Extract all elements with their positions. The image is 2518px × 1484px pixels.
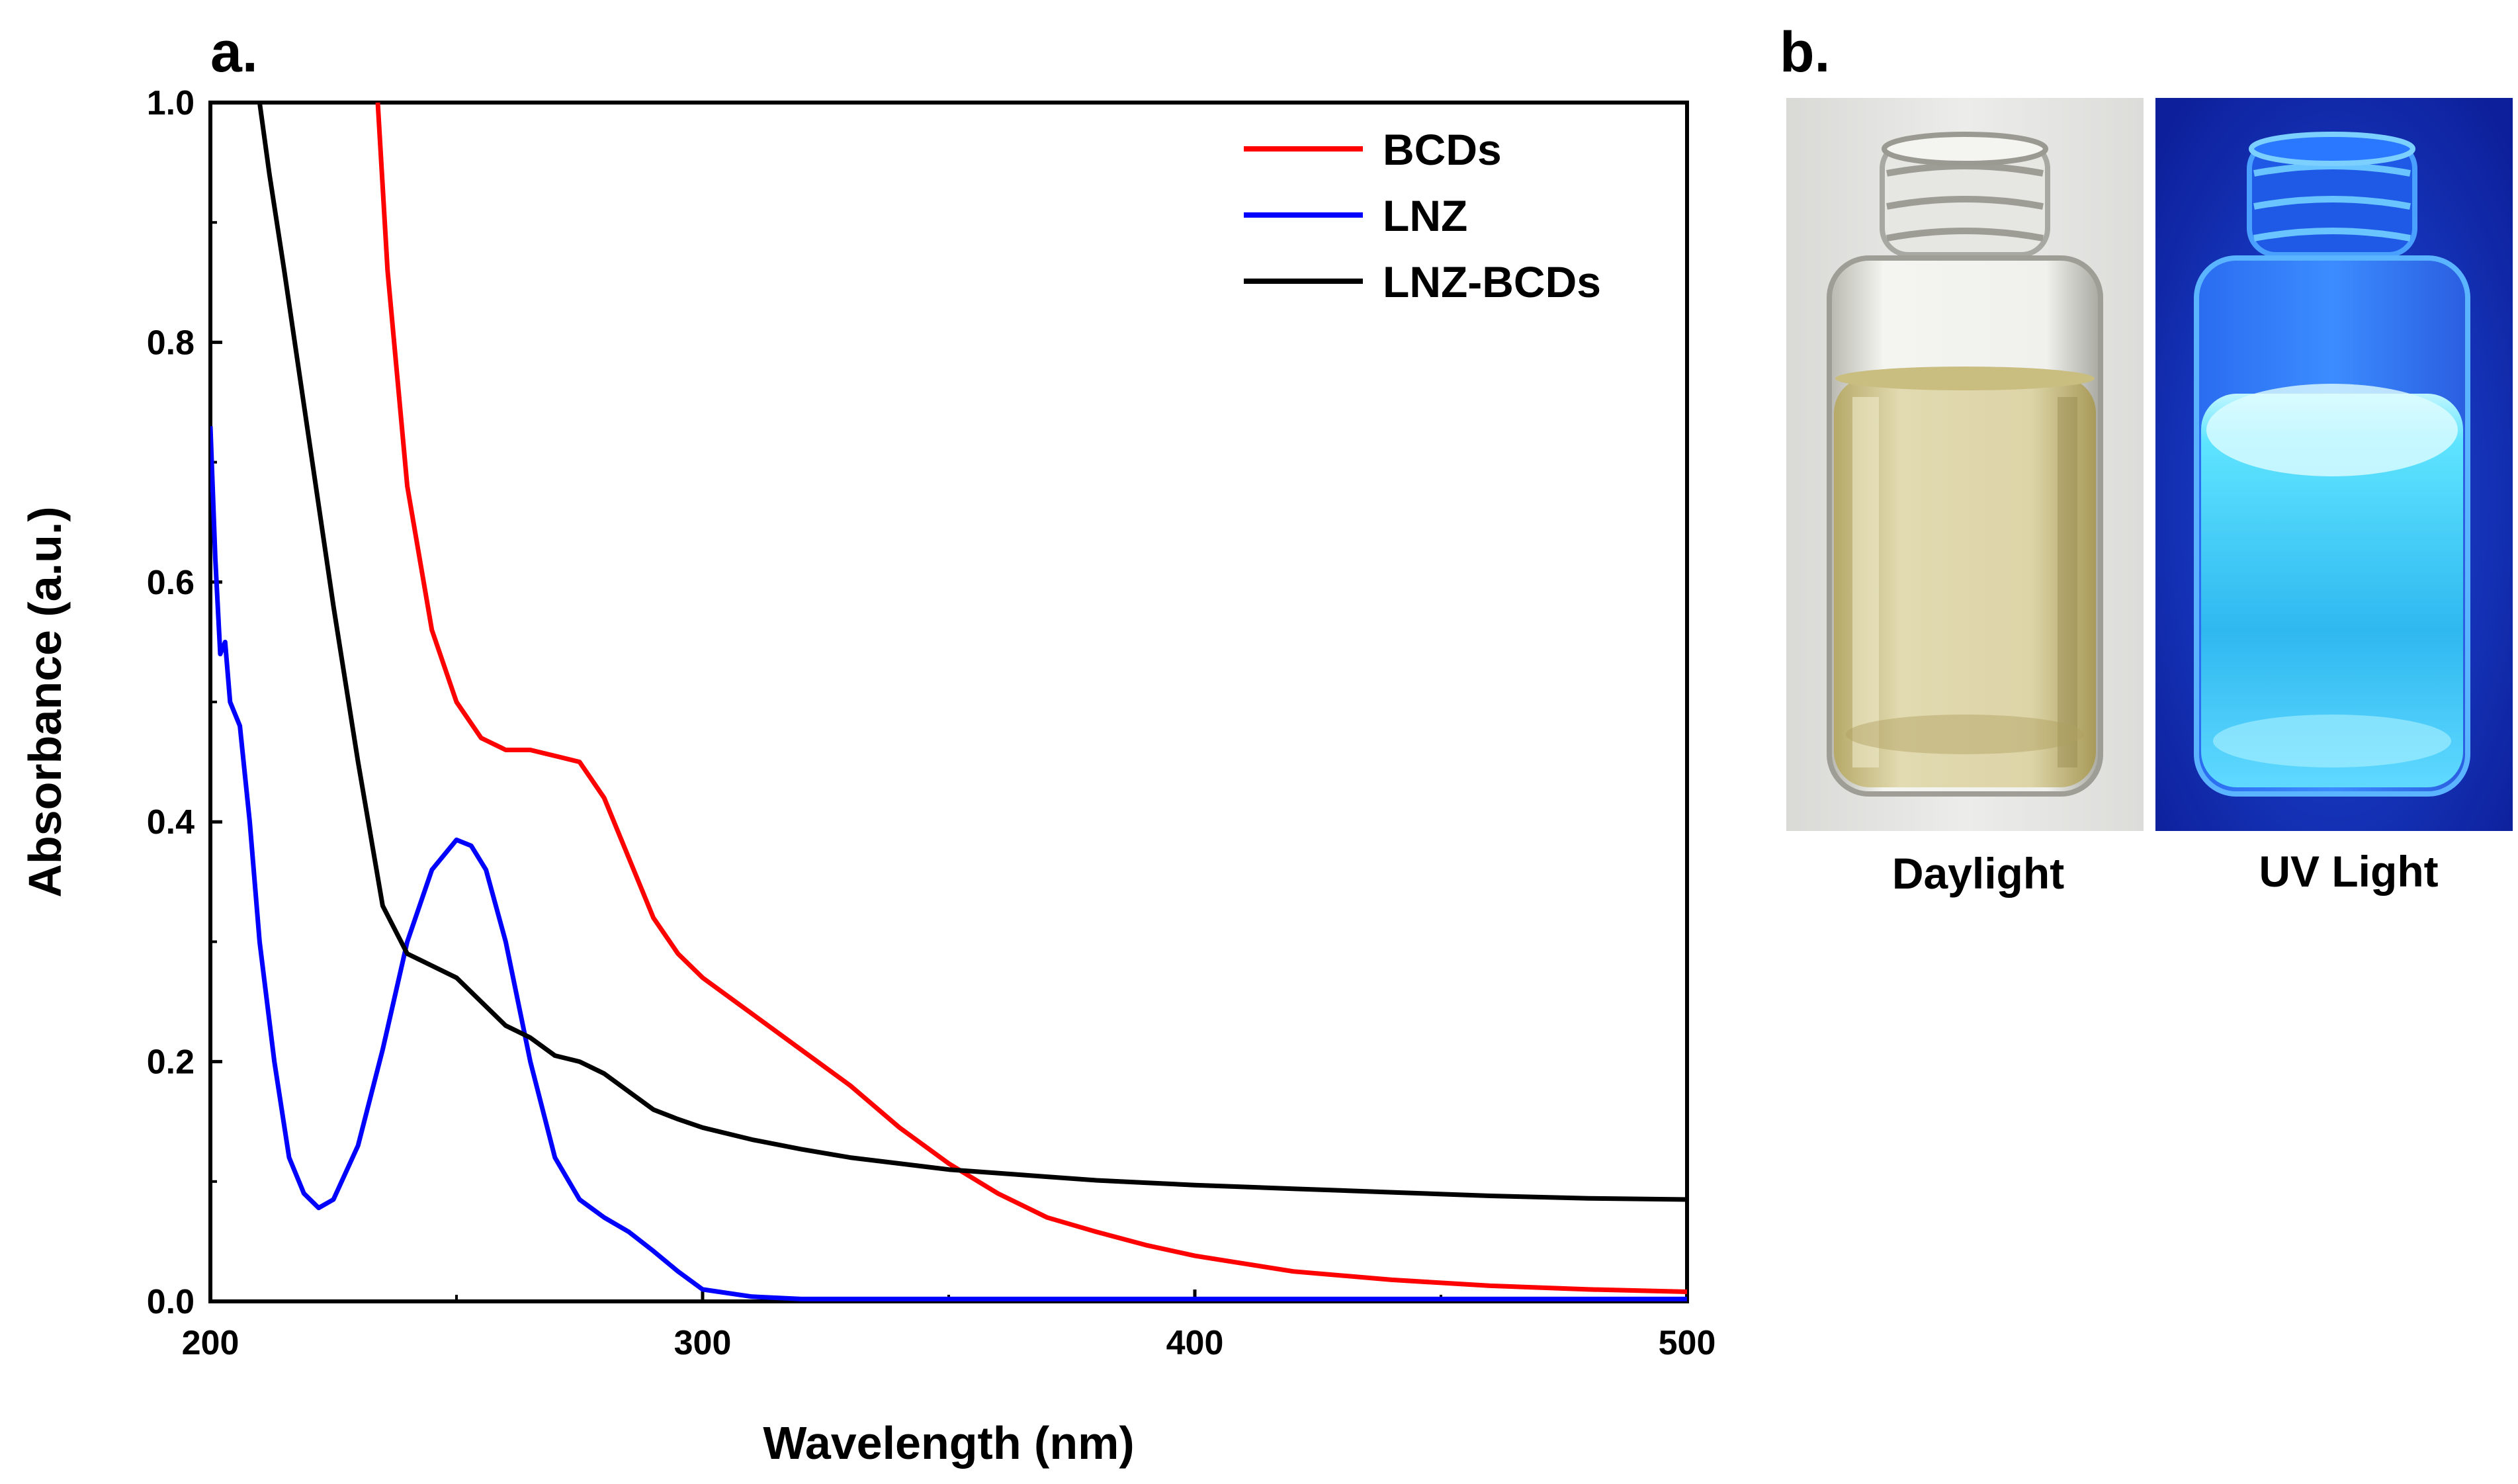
daylight-vial-photo: Daylight <box>1786 98 2144 898</box>
legend-label-bcds: BCDs <box>1383 125 1502 174</box>
y-tick-label: 1.0 <box>147 84 195 122</box>
daylight-caption: Daylight <box>1892 849 2064 898</box>
series-line-bcds <box>375 103 1687 1294</box>
y-tick-labels: 0.0 0.2 0.4 0.6 0.8 1.0 <box>147 84 195 1321</box>
legend: BCDs LNZ LNZ-BCDs <box>1244 125 1601 306</box>
y-tick-label: 0.4 <box>147 803 195 842</box>
y-tick-label: 0.6 <box>147 564 195 602</box>
x-tick-label: 500 <box>1659 1324 1716 1362</box>
x-tick-label: 400 <box>1166 1324 1224 1362</box>
y-tick-label: 0.8 <box>147 324 195 362</box>
axis-ticks <box>208 101 1689 1303</box>
panel-label-a: a. <box>210 21 258 84</box>
uv-caption: UV Light <box>2259 847 2438 896</box>
x-axis-title: Wavelength (nm) <box>763 1417 1134 1469</box>
panel-label-b: b. <box>1780 21 1830 84</box>
x-tick-label: 200 <box>182 1324 239 1362</box>
y-tick-label: 0.0 <box>147 1283 195 1321</box>
legend-label-lnz: LNZ <box>1383 191 1467 240</box>
uv-vial-photo: UV Light <box>2155 98 2513 896</box>
legend-label-lnz-bcds: LNZ-BCDs <box>1383 257 1601 306</box>
x-tick-label: 300 <box>674 1324 732 1362</box>
y-tick-label: 0.2 <box>147 1043 195 1082</box>
series-lines <box>210 103 1687 1301</box>
absorbance-chart: 0.0 0.2 0.4 0.6 0.8 1.0 200 300 400 500 Waveleng… <box>19 84 1715 1469</box>
series-line-lnz-bcds <box>257 103 1687 1202</box>
y-axis-title: Absorbance (a.u.) <box>19 506 71 897</box>
series-line-lnz <box>210 426 1687 1301</box>
x-tick-labels: 200 300 400 500 <box>182 1324 1716 1362</box>
